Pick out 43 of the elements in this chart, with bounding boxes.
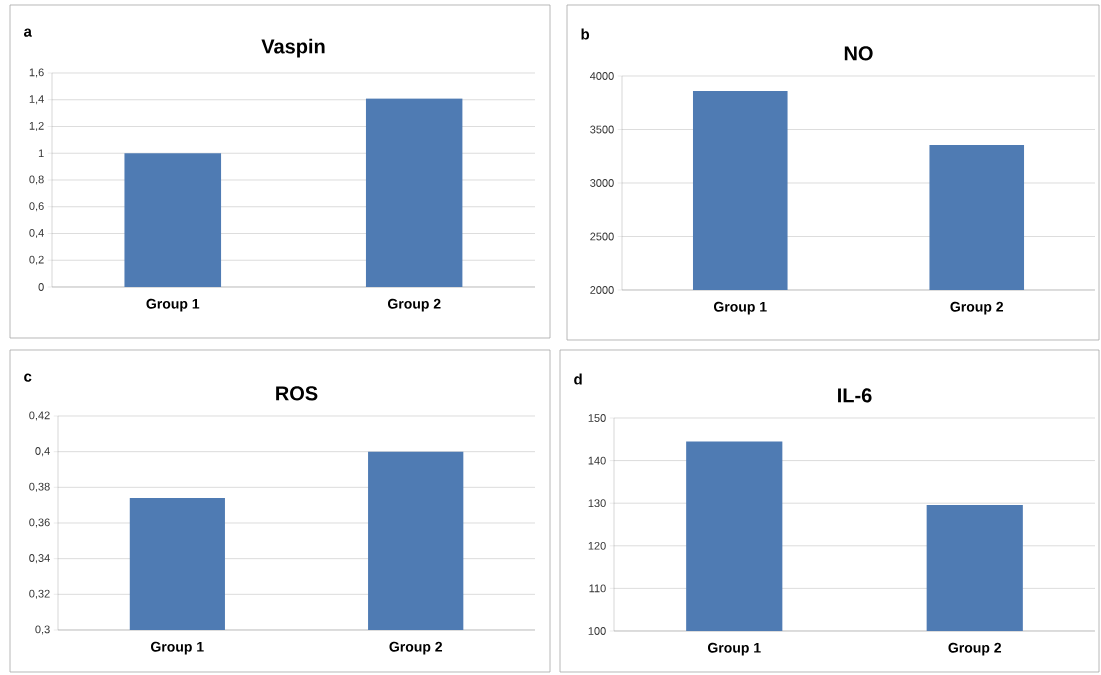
x-tick-label: Group 2 [948,642,1002,656]
text: a [23,28,32,37]
x-tick-label: Group 1 [708,642,761,656]
y-tick-label: 2500 [590,232,614,241]
y-tick-label: 1,6 [29,68,44,78]
y-tick-label: 3000 [590,179,614,187]
y-tick-label: 0,2 [29,255,44,265]
y-tick-label: 0,8 [29,175,44,185]
text: d [574,373,582,385]
y-tick-label: 100 [588,627,606,635]
y-tick-label: 0 [38,283,44,291]
x-tick-label: Group 1 [151,641,204,655]
x-tick-label: Group 2 [389,641,443,655]
y-tick-label: 4000 [589,72,614,80]
chart-title: ROS [276,386,318,401]
y-tick-label: 130 [588,499,606,508]
x-tick-label: Group 2 [388,298,441,312]
y-tick-label: 1,2 [29,121,44,132]
y-tick-label: 3500 [590,125,614,134]
y-tick-label: 0,42 [29,411,50,421]
text: b [581,28,590,40]
y-tick-label: 0,38 [29,482,50,492]
x-tick-label: Group 1 [714,301,767,315]
chart-title: IL-6 [838,388,872,403]
y-tick-label: 0,36 [29,518,50,528]
x-tick-label: Group 2 [950,301,1004,315]
y-tick-label: 0,6 [29,202,44,212]
y-tick-label: 1,4 [29,95,44,105]
chart-title: NO [844,46,873,61]
y-tick-label: 0,34 [29,554,50,564]
y-tick-label: 1 [38,149,44,158]
y-tick-label: 110 [589,584,606,593]
y-tick-label: 0,32 [29,589,50,599]
text: c [24,373,32,382]
x-tick-label: Group 1 [146,298,200,312]
y-tick-label: 150 [588,414,606,422]
y-tick-label: 120 [588,541,606,550]
y-tick-label: 2000 [590,286,614,294]
chart-title: Vaspin [261,38,325,58]
y-tick-label: 0,4 [35,447,50,457]
y-tick-label: 140 [588,456,606,465]
y-tick-label: 0,3 [35,625,50,635]
y-tick-label: 0,4 [29,228,44,239]
